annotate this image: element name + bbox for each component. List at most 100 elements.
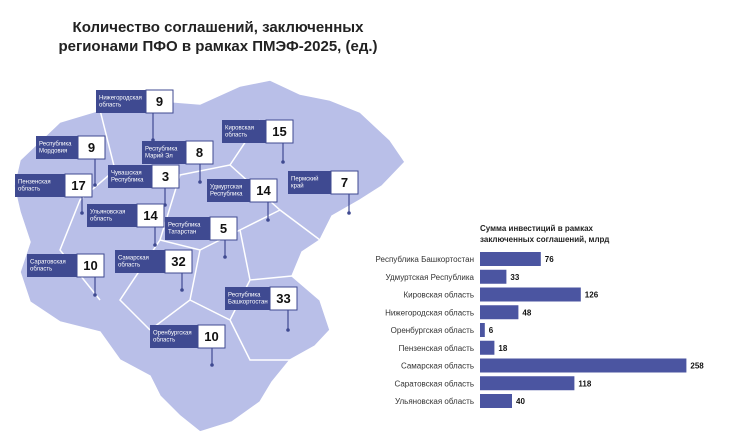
region-name: Республика [210, 192, 243, 198]
region-value: 9 [156, 94, 163, 109]
region-name: Пензенская [18, 180, 51, 186]
bar [480, 358, 687, 373]
category-label: Нижегородская область [385, 308, 474, 317]
value-label: 40 [516, 397, 525, 406]
pin-dot [223, 255, 227, 259]
region-value-box [249, 178, 278, 203]
region-label-box [142, 141, 186, 164]
region-label-box [222, 120, 266, 143]
pin-dot [180, 288, 184, 292]
bar [480, 269, 507, 284]
region-name: Марий Эл [145, 153, 173, 160]
region-value-box [76, 253, 105, 278]
chart-title: заключенных соглашений, млрд [480, 235, 609, 244]
region-value-box [185, 140, 214, 165]
pin-dot [198, 180, 202, 184]
region-value: 7 [341, 175, 348, 190]
bar [480, 252, 541, 266]
region-value: 14 [143, 208, 158, 223]
region-value-box [164, 249, 193, 274]
pin-dot [80, 211, 84, 215]
region-name: Республика [145, 147, 178, 153]
pin-dot [153, 243, 157, 247]
value-label: 18 [498, 344, 507, 353]
region-value-box [209, 216, 238, 241]
region-name: Нижегородская [99, 96, 142, 102]
bar [480, 287, 581, 302]
region-name: Удмуртская [210, 185, 242, 191]
region-value: 8 [196, 145, 203, 160]
region-label-box [165, 217, 210, 240]
region-label-box [96, 90, 146, 113]
chart-title: Сумма инвестиций в рамках [480, 224, 594, 233]
region-value-box [330, 170, 359, 195]
region-value: 9 [88, 140, 95, 155]
category-label: Самарская область [401, 362, 474, 371]
pin-dot [93, 293, 97, 297]
region-name: область [90, 217, 112, 223]
pin-dot [151, 138, 155, 142]
region-name: Саратовская [30, 260, 66, 266]
pin-dot [286, 328, 290, 332]
region-value: 10 [204, 329, 218, 344]
region-name: Оренбургская [153, 331, 192, 337]
region-name: Республика [168, 223, 201, 229]
region-label-box [150, 325, 198, 348]
region-value-box [269, 286, 298, 311]
pin-dot [210, 363, 214, 367]
region-value-box [77, 135, 106, 160]
bar [480, 394, 512, 408]
region-value-box [136, 203, 165, 228]
region-label-box [207, 179, 250, 202]
category-label: Ульяновская область [395, 397, 474, 406]
region-value-box [265, 119, 294, 144]
region-name: Республика [228, 293, 261, 299]
region-label-box [288, 171, 331, 194]
category-label: Саратовская область [394, 379, 474, 388]
region-value: 15 [272, 124, 286, 139]
region-name: область [225, 133, 247, 139]
category-label: Оренбургская область [391, 326, 474, 335]
region-name: Кировская [225, 126, 254, 132]
title-line: регионами ПФО в рамках ПМЭФ-2025, (ед.) [58, 38, 377, 55]
bar [480, 340, 495, 355]
region-name: область [18, 187, 40, 193]
region-label-box [115, 250, 165, 273]
pin-dot [93, 183, 97, 187]
region-value: 3 [162, 169, 169, 184]
category-label: Кировская область [404, 291, 475, 300]
region-value-box [145, 89, 174, 114]
value-label: 258 [690, 362, 704, 371]
region-borders [59, 109, 321, 361]
region-value: 32 [171, 254, 185, 269]
pin-dot [266, 218, 270, 222]
region-name: Башкортостан [228, 300, 268, 306]
region-value: 14 [256, 183, 271, 198]
region-name: Республика [111, 178, 144, 184]
region-label-box [87, 204, 137, 227]
bar [480, 305, 519, 320]
region-name: Мордовия [39, 149, 67, 155]
bar [480, 376, 575, 391]
region-value-box [151, 164, 180, 189]
region-label-box [27, 254, 77, 277]
region-name: область [30, 267, 52, 273]
region-name: Пермский [291, 176, 318, 183]
region-value: 5 [220, 221, 227, 236]
region-value: 17 [71, 178, 85, 193]
value-label: 33 [510, 273, 519, 282]
region-value: 10 [83, 258, 97, 273]
category-label: Удмуртская Республика [386, 273, 475, 282]
pin-dot [281, 160, 285, 164]
value-label: 126 [585, 291, 599, 300]
region-name: Татарстан [168, 230, 196, 236]
region-label-box [108, 165, 152, 188]
bar [480, 323, 485, 337]
region-value: 33 [276, 291, 290, 306]
region-name: область [153, 338, 175, 344]
region-value-box [197, 324, 226, 349]
region-name: край [291, 183, 304, 190]
category-label: Пензенская область [399, 344, 474, 353]
region-value-box [64, 173, 93, 198]
